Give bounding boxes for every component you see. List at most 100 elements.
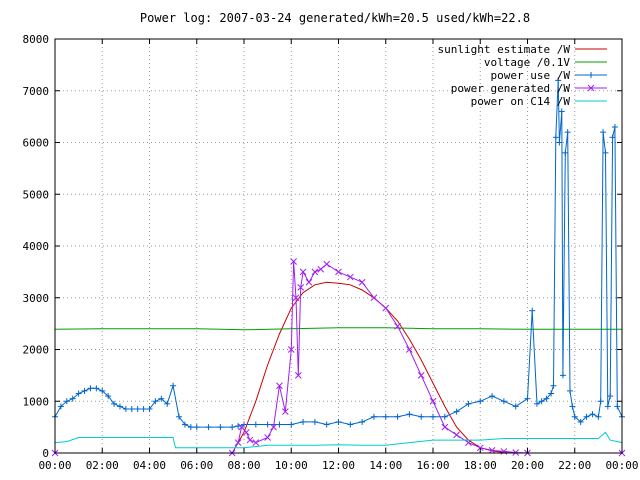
data-point-plus: [359, 418, 366, 425]
data-point-plus: [550, 382, 557, 389]
data-point-plus: [600, 129, 607, 136]
data-point-plus: [589, 411, 596, 418]
data-point-plus: [276, 421, 283, 428]
x-tick-label: 22:00: [558, 459, 591, 472]
data-point-plus: [205, 424, 212, 431]
data-point-cross: [394, 322, 401, 330]
legend-label: power on C14 /W: [471, 95, 571, 108]
data-point-cross: [406, 346, 413, 353]
data-point-plus: [111, 400, 118, 407]
x-tick-label: 10:00: [275, 459, 308, 472]
data-point-cross: [299, 268, 307, 276]
data-point-plus: [164, 400, 171, 407]
y-tick-label: 6000: [23, 137, 50, 150]
x-tick-label: 04:00: [133, 459, 166, 472]
x-tick-label: 00:00: [38, 459, 71, 472]
series-power-generated-w: [51, 258, 626, 457]
y-tick-label: 7000: [23, 85, 50, 98]
data-point-plus: [158, 395, 165, 402]
data-point-plus: [187, 424, 194, 431]
data-point-plus: [465, 400, 472, 407]
data-point-plus: [543, 395, 550, 402]
data-point-cross: [246, 436, 254, 444]
data-point-plus: [552, 134, 559, 141]
data-point-plus: [87, 385, 94, 392]
data-point-plus: [394, 413, 401, 420]
data-point-plus: [288, 421, 295, 428]
data-point-cross: [290, 258, 297, 265]
data-point-plus: [140, 406, 147, 413]
data-point-plus: [122, 406, 129, 413]
series-power-use-w: [52, 77, 625, 431]
data-point-plus: [548, 390, 555, 397]
data-point-plus: [567, 387, 574, 394]
chart-title: Power log: 2007-03-24 generated/kWh=20.5…: [140, 11, 530, 25]
data-point-plus: [323, 421, 330, 428]
data-point-plus: [538, 398, 545, 405]
data-point-plus: [63, 398, 70, 405]
x-tick-label: 08:00: [227, 459, 260, 472]
data-point-plus: [555, 77, 562, 84]
data-point-plus: [176, 413, 183, 420]
data-point-plus: [217, 424, 224, 431]
data-point-plus: [406, 411, 413, 418]
data-point-plus: [597, 398, 604, 405]
data-point-cross: [234, 439, 242, 447]
legend-label: sunlight estimate /W: [438, 43, 571, 56]
data-point-cross: [358, 278, 366, 286]
y-tick-label: 0: [42, 447, 49, 460]
data-point-cross: [252, 439, 260, 447]
legend-label: power generated /W: [451, 82, 571, 95]
data-point-plus: [533, 400, 540, 407]
data-point-cross: [346, 273, 354, 281]
data-point-cross: [512, 449, 520, 456]
data-point-plus: [311, 418, 318, 425]
data-point-plus: [453, 408, 460, 415]
legend-label: power use /W: [491, 69, 571, 82]
data-point-plus: [562, 149, 569, 156]
data-point-plus: [571, 413, 578, 420]
data-point-plus: [477, 398, 484, 405]
data-point-plus: [116, 403, 123, 410]
legend-marker: [587, 84, 595, 92]
data-point-plus: [569, 403, 576, 410]
data-point-cross: [305, 278, 313, 286]
data-point-plus: [559, 372, 566, 379]
data-point-plus: [75, 390, 82, 397]
data-point-plus: [134, 406, 141, 413]
legend-label: voltage /0.1V: [484, 56, 570, 69]
data-point-plus: [252, 421, 259, 428]
data-point-cross: [294, 372, 302, 379]
data-point-plus: [614, 403, 621, 410]
data-point-plus: [335, 418, 342, 425]
data-point-plus: [583, 413, 590, 420]
data-point-plus: [181, 421, 188, 428]
data-point-plus: [347, 421, 354, 428]
y-tick-label: 8000: [23, 33, 50, 46]
data-point-plus: [81, 387, 88, 394]
data-point-plus: [93, 385, 100, 392]
series-power-on-c14-w: [54, 431, 623, 449]
data-point-plus: [558, 108, 565, 115]
data-point-cross: [465, 439, 472, 447]
data-point-plus: [300, 418, 307, 425]
data-point-plus: [128, 406, 135, 413]
data-point-plus: [418, 413, 425, 420]
data-point-cross: [453, 431, 460, 439]
data-point-plus: [607, 393, 614, 400]
data-point-plus: [99, 387, 106, 394]
data-point-cross: [441, 423, 449, 431]
data-point-cross: [276, 382, 283, 390]
data-point-plus: [430, 413, 436, 420]
data-point-plus: [611, 123, 618, 130]
data-point-plus: [512, 403, 519, 410]
x-tick-label: 06:00: [180, 459, 213, 472]
data-point-cross: [264, 434, 271, 441]
y-tick-label: 1000: [23, 395, 50, 408]
data-point-plus: [370, 413, 377, 420]
data-point-cross: [243, 428, 250, 436]
data-point-plus: [441, 413, 448, 420]
data-point-plus: [602, 149, 609, 156]
data-point-cross: [281, 408, 289, 415]
